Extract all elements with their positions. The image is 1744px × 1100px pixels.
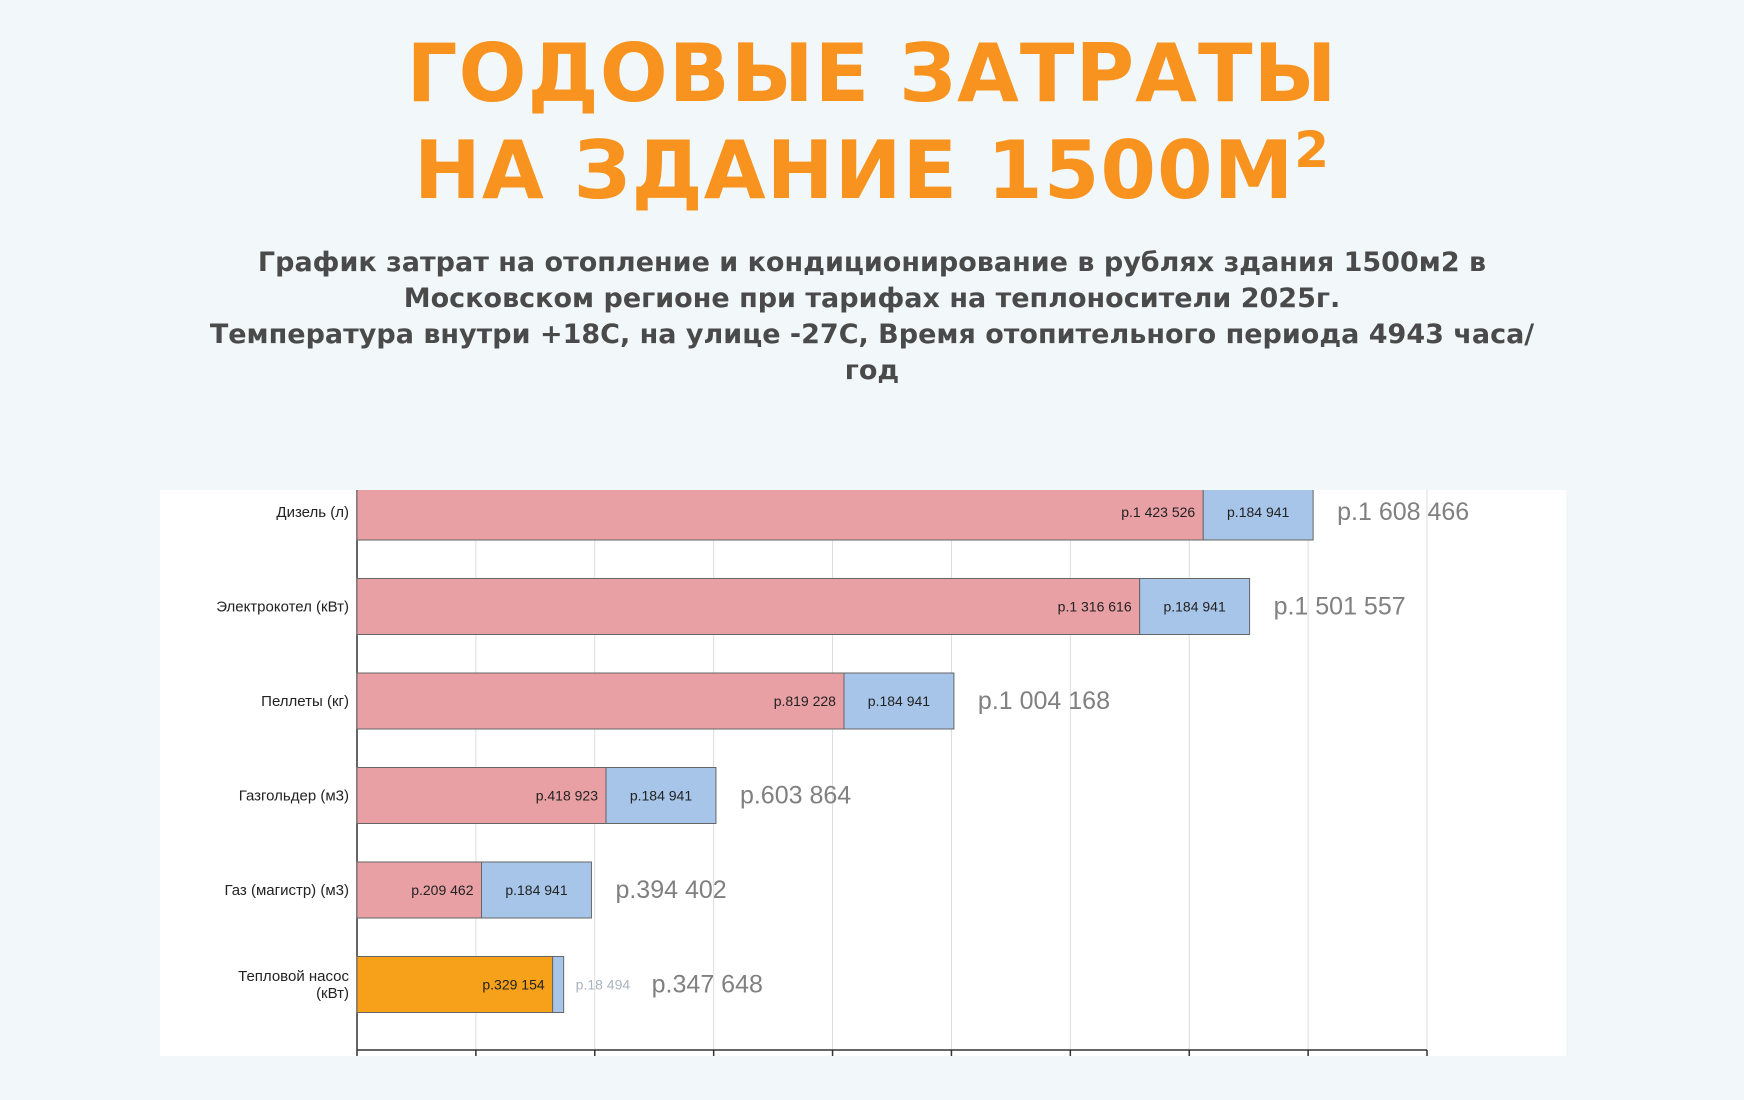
bar-segment-primary-label: р.1 423 526 <box>1121 504 1195 520</box>
subtitle-line-4: год <box>844 355 900 386</box>
bar-segment-secondary-label: р.18 494 <box>576 977 631 993</box>
page-title-superscript: 2 <box>1294 121 1331 179</box>
chart-panel: Дизель (л) р.1 423 526 р.184 941 р.1 608 46… <box>160 490 1566 1056</box>
category-label: Газ (магистр) (м3) <box>224 882 349 899</box>
bar-segment-primary-label: р.418 923 <box>536 788 598 804</box>
bar-segment-secondary <box>1202 490 1314 541</box>
page-title-line-2: НА ЗДАНИЕ 1500М2 <box>0 125 1744 211</box>
bar-segment-primary <box>356 672 845 730</box>
bar-segment-primary <box>356 767 607 824</box>
bar-segment-primary <box>356 956 554 1013</box>
category-label: Тепловой насос (кВт) <box>238 968 349 1002</box>
category-label-line: Дизель (л) <box>276 504 349 521</box>
bar-segment-secondary <box>552 956 565 1013</box>
chart-subtitle: График затрат на отопление и кондиционир… <box>130 245 1614 389</box>
category-label-line: Газгольдер (м3) <box>239 788 349 805</box>
bar-total-label: р.347 648 <box>652 971 763 999</box>
bar-total-label: р.394 402 <box>615 876 726 904</box>
cost-bar-chart: Дизель (л) р.1 423 526 р.184 941 р.1 608 46… <box>216 490 1469 1056</box>
bar-segment-secondary <box>1139 578 1251 635</box>
page-title-line-1: ГОДОВЫЕ ЗАТРАТЫ <box>406 27 1338 120</box>
bar-segment-primary-label: р.209 462 <box>411 882 473 898</box>
bar-segment-primary <box>356 578 1141 635</box>
bar-segment-primary-label: р.329 154 <box>482 977 544 993</box>
subtitle-line-2: Московском регионе при тарифах на теплон… <box>403 283 1341 314</box>
category-label-line: Тепловой насос <box>238 968 349 985</box>
bar-segment-secondary <box>481 861 592 919</box>
category-label: Электрокотел (кВт) <box>216 599 349 616</box>
subtitle-line-3: Температура внутри +18С, на улице -27С, … <box>209 319 1535 350</box>
bar-segment-secondary-label: р.184 941 <box>1227 504 1289 520</box>
bar-segment-secondary-label: р.184 941 <box>505 882 567 898</box>
category-label: Дизель (л) <box>276 504 349 521</box>
subtitle-line-1: График затрат на отопление и кондиционир… <box>257 247 1487 278</box>
category-label-line: Газ (магистр) (м3) <box>224 882 349 899</box>
category-label-line: (кВт) <box>316 985 349 1002</box>
bar-total-label: р.1 608 466 <box>1337 498 1469 526</box>
bar-segment-primary-label: р.1 316 616 <box>1058 599 1132 615</box>
bar-segment-secondary <box>843 672 955 730</box>
category-label: Пеллеты (кг) <box>261 693 349 710</box>
bar-total-label: р.1 501 557 <box>1274 593 1406 621</box>
bar-segment-secondary-label: р.184 941 <box>1163 599 1225 615</box>
category-label: Газгольдер (м3) <box>239 788 349 805</box>
bar-segment-secondary <box>605 767 717 824</box>
bar-segment-primary-label: р.819 228 <box>774 693 836 709</box>
bar-segment-secondary-label: р.184 941 <box>630 788 692 804</box>
category-label-line: Пеллеты (кг) <box>261 693 349 710</box>
bar-total-label: р.1 004 168 <box>978 687 1110 715</box>
bar-total-label: р.603 864 <box>740 782 851 810</box>
bar-segment-secondary-label: р.184 941 <box>868 693 930 709</box>
bar-segment-primary <box>356 490 1204 541</box>
page-title-line-2-text: НА ЗДАНИЕ 1500М <box>413 124 1295 217</box>
category-label-line: Электрокотел (кВт) <box>216 599 349 616</box>
